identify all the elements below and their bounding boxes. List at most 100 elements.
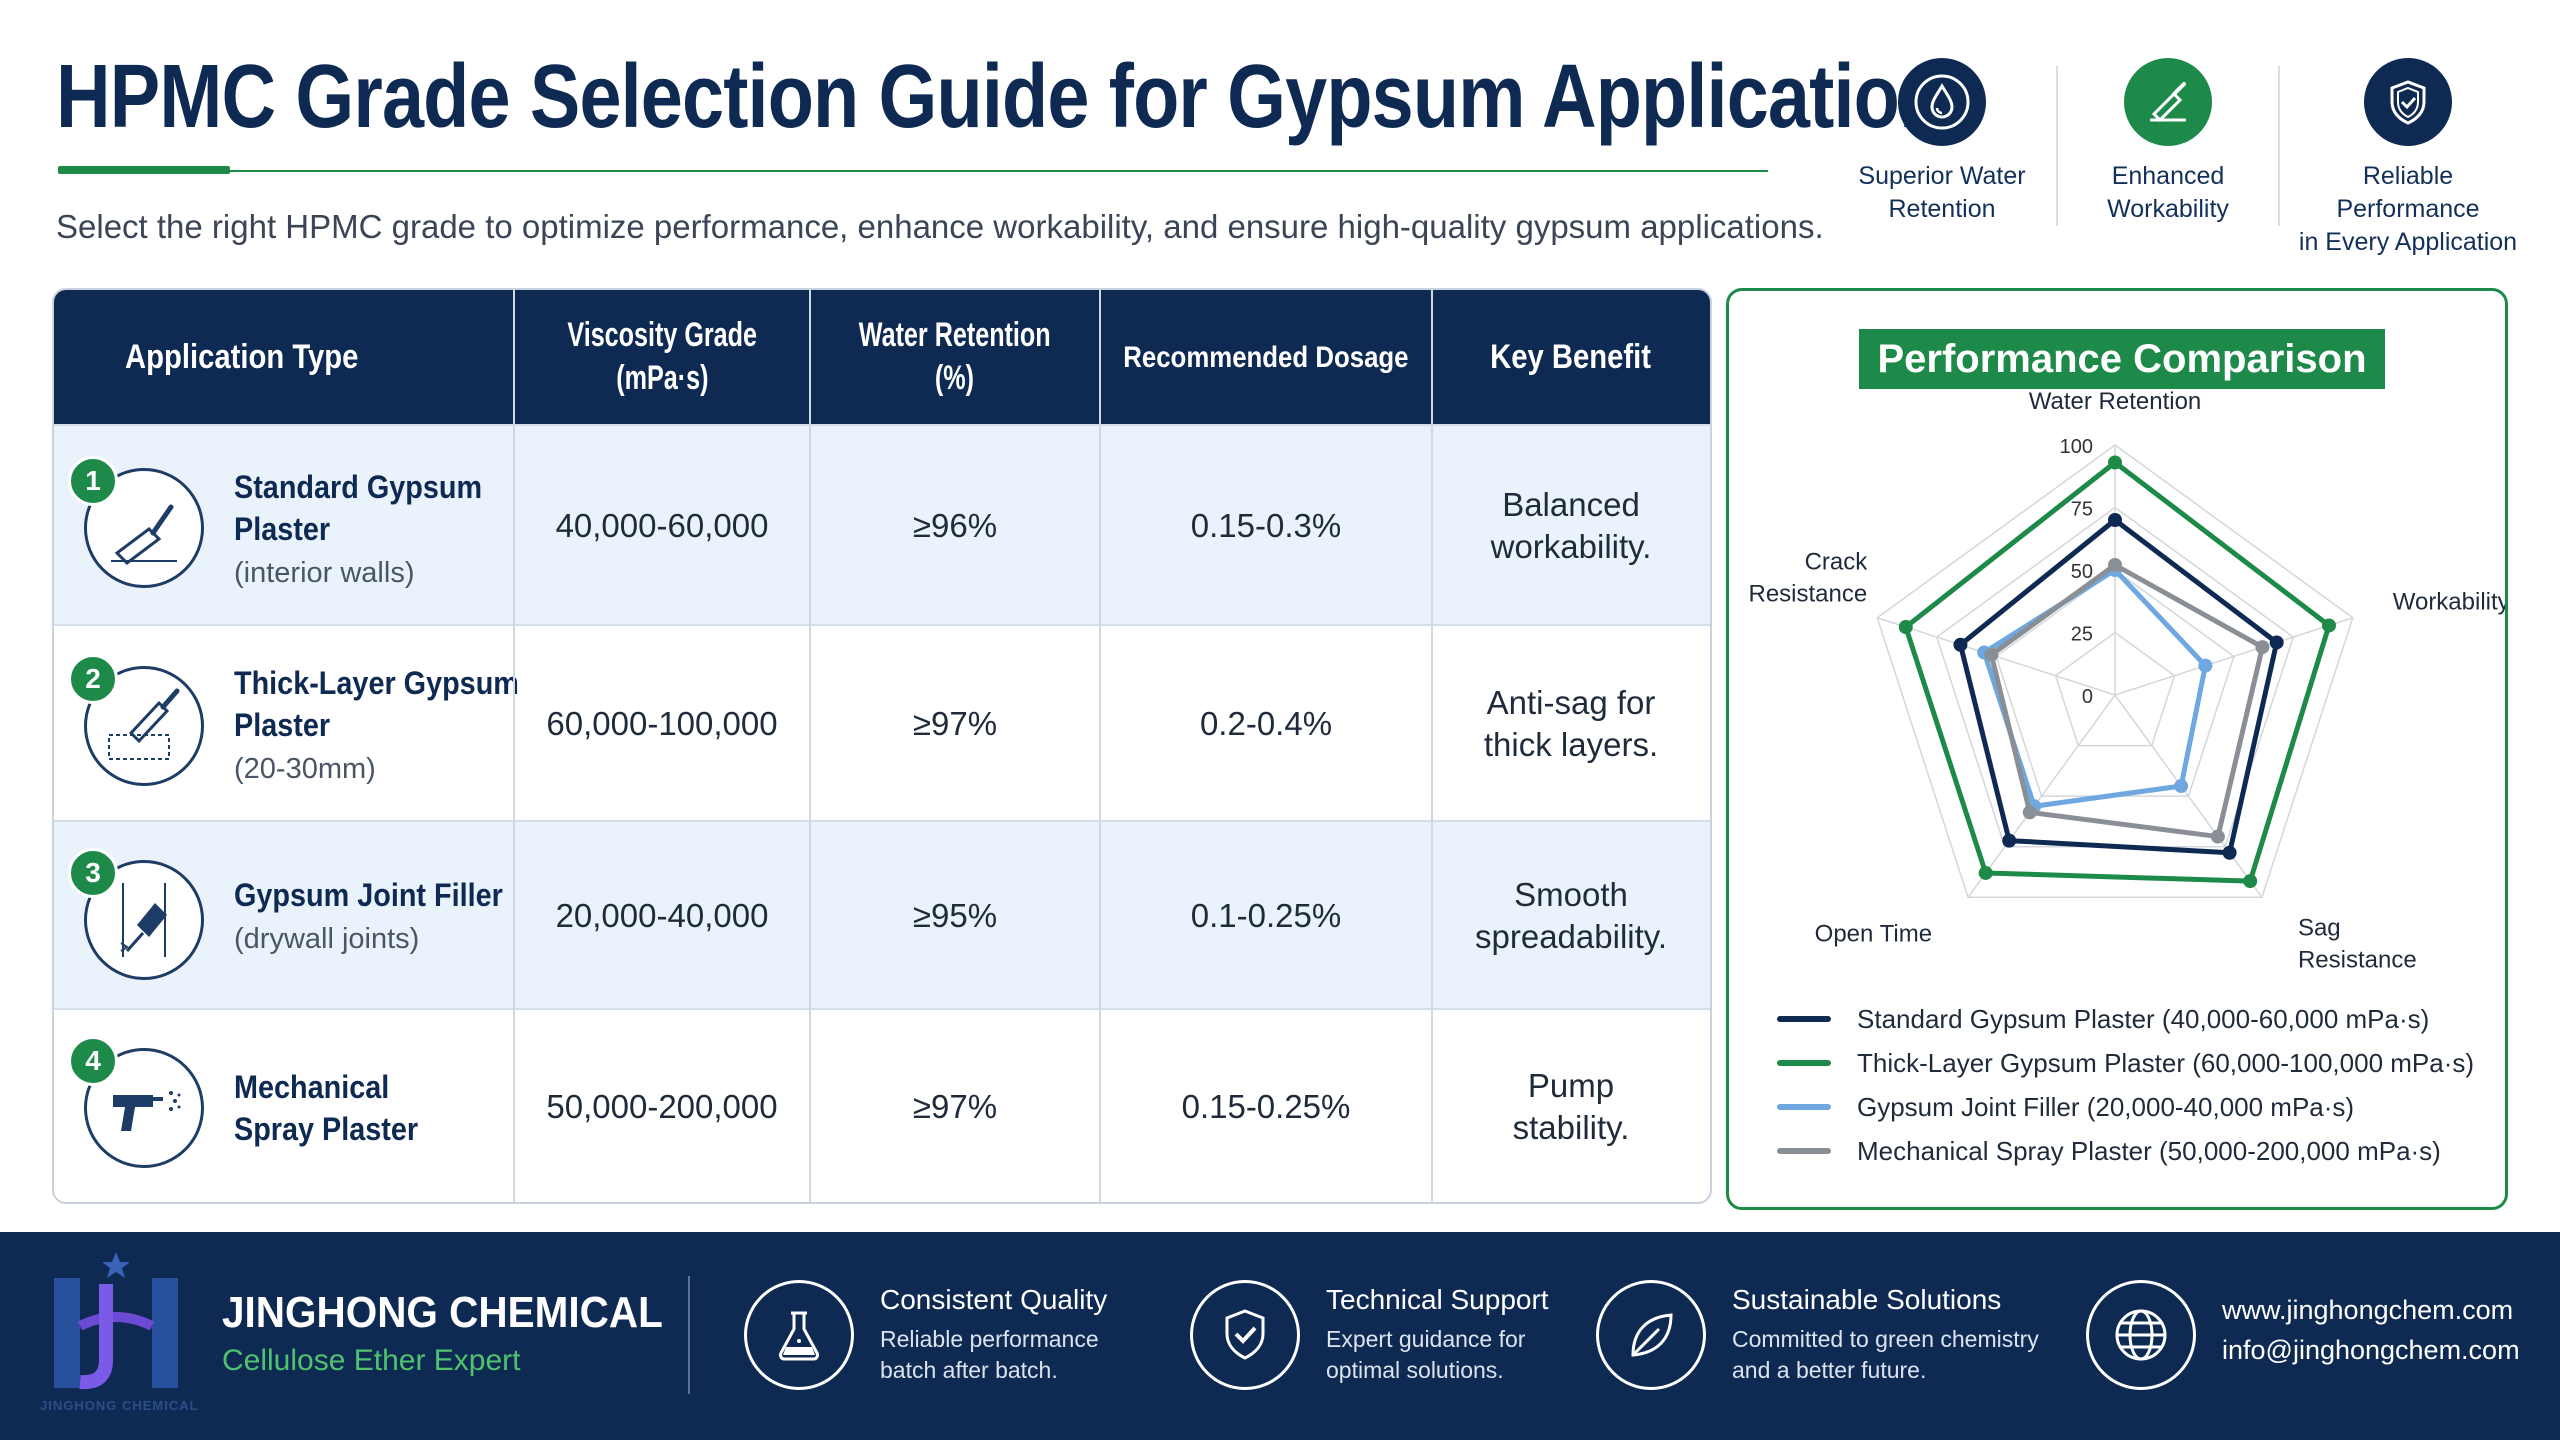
- legend-item: Thick-Layer Gypsum Plaster (60,000-100,0…: [1777, 1041, 2474, 1085]
- viscosity-cell: 50,000-200,000: [546, 1088, 778, 1125]
- viscosity-cell: 20,000-40,000: [555, 897, 769, 934]
- chart-legend: Standard Gypsum Plaster (40,000-60,000 m…: [1777, 997, 2474, 1173]
- header-application-type: Application Type: [54, 290, 514, 424]
- footer: JINGHONG CHEMICAL JINGHONG CHEMICAL Cell…: [0, 1232, 2560, 1440]
- water-drop-icon: [1898, 58, 1986, 146]
- title-divider-accent: [58, 166, 230, 174]
- legend-item: Standard Gypsum Plaster (40,000-60,000 m…: [1777, 997, 2474, 1041]
- email-link[interactable]: info@jinghongchem.com: [2222, 1335, 2520, 1365]
- column-divider: [1431, 290, 1433, 1202]
- application-name-line1: Mechanical: [234, 1069, 390, 1105]
- website-link[interactable]: www.jinghongchem.com: [2222, 1295, 2514, 1325]
- column-divider: [513, 290, 515, 1202]
- application-type-cell: Standard Gypsum Plaster (interior walls): [234, 466, 510, 594]
- legend-label: Mechanical Spray Plaster (50,000-200,000…: [1857, 1135, 2441, 1166]
- grade-selection-table: Application Type Viscosity Grade (mPa·s) …: [52, 288, 1712, 1204]
- radar-series-line: [1903, 460, 2332, 884]
- badge-water-retention: Superior Water Retention: [1822, 58, 2062, 226]
- feature-title: Sustainable Solutions: [1732, 1284, 2002, 1315]
- shield-check-icon: [1190, 1280, 1300, 1390]
- header-water-retention-line2: (%): [935, 359, 975, 397]
- radar-tick-label: 75: [2071, 499, 2093, 521]
- radar-chart: 0 25 50 75 100 Water Retention Workability Sag R…: [1749, 388, 2505, 973]
- radar-data-point: [1898, 620, 1913, 635]
- table-header: [54, 290, 1710, 424]
- radar-data-point: [2255, 640, 2270, 655]
- radar-axis-label-line: Sag: [2298, 914, 2341, 941]
- row-number-badge: 2: [68, 654, 118, 704]
- shield-check-icon: [2364, 58, 2452, 146]
- key-benefit-line1: Balanced: [1502, 486, 1640, 523]
- header-application-type-label: Application Type: [124, 337, 359, 376]
- application-name-line2: Spray Plaster: [234, 1111, 419, 1147]
- company-logo: [54, 1252, 178, 1390]
- key-benefit-line1: Anti-sag for: [1486, 684, 1656, 721]
- badge-label-line1: Reliable Performance: [2336, 162, 2480, 223]
- header-dosage: Recommended Dosage: [1100, 290, 1432, 424]
- legend-label: Gypsum Joint Filler (20,000-40,000 mPa·s…: [1857, 1091, 2355, 1122]
- radar-spoke: [2114, 617, 2353, 696]
- radar-axis-label: Crack Resistance: [1749, 549, 1869, 608]
- chart-title: Performance Comparison: [1859, 329, 2385, 389]
- key-benefit-line2: workability.: [1490, 528, 1652, 565]
- radar-tick-label: 25: [2071, 624, 2093, 646]
- badge-reliable-performance: Reliable Performance in Every Application: [2290, 58, 2526, 259]
- radar-data-point: [2222, 845, 2237, 860]
- legend-item: Mechanical Spray Plaster (50,000-200,000…: [1777, 1129, 2474, 1173]
- radar-tick-label: 50: [2071, 561, 2093, 583]
- legend-swatch: [1777, 1104, 1831, 1110]
- radar-axis-label: Workability: [2393, 589, 2505, 616]
- radar-axis-label: Open Time: [1815, 920, 1932, 947]
- brand-name: JINGHONG CHEMICAL: [222, 1288, 663, 1337]
- radar-spoke: [2114, 694, 2263, 898]
- table-row: 2 Thick-Layer Gypsum Plaster (20-30mm) 6…: [54, 624, 1710, 822]
- flask-icon: [744, 1280, 854, 1390]
- leaf-icon: [1596, 1280, 1706, 1390]
- radar-axis-label-line: Open Time: [1815, 920, 1932, 947]
- radar-series-line: [1981, 567, 2208, 809]
- header-water-retention: Water Retention (%): [810, 290, 1100, 424]
- feature-line2: optimal solutions.: [1326, 1357, 1504, 1383]
- key-benefit-cell: Balanced workability.: [1432, 426, 1710, 626]
- key-benefit-line1: Smooth: [1514, 876, 1628, 913]
- legend-swatch: [1777, 1148, 1831, 1154]
- feature-title: Technical Support: [1326, 1284, 1549, 1315]
- radar-data-point: [2108, 455, 2122, 470]
- radar-axis-label-line: Water Retention: [2029, 388, 2202, 415]
- title-divider: [58, 170, 1768, 172]
- radar-data-point: [2022, 805, 2037, 820]
- badge-label-line1: Enhanced: [2111, 162, 2225, 190]
- application-name-line2: Plaster: [234, 511, 331, 547]
- trowel-icon: [2124, 58, 2212, 146]
- radar-axis-label-line: Workability: [2393, 589, 2505, 616]
- radar-data-point: [2108, 513, 2122, 527]
- performance-chart-card: Performance Comparison 0 25 50 75 100 Water R…: [1726, 288, 2508, 1210]
- feature-line1: Committed to green chemistry: [1732, 1326, 2039, 1352]
- column-divider: [1099, 290, 1101, 1202]
- radar-data-point: [2269, 635, 2284, 650]
- radar-data-point: [2174, 779, 2189, 794]
- logo-caption: JINGHONG CHEMICAL: [40, 1398, 199, 1413]
- badge-label-line2: Retention: [1888, 195, 1996, 223]
- water-retention-cell: ≥97%: [912, 705, 998, 742]
- radar-data-point: [2243, 874, 2258, 889]
- key-benefit-line2: thick layers.: [1483, 726, 1659, 763]
- radar-data-point: [2002, 833, 2017, 848]
- header-key-benefit-label: Key Benefit: [1490, 337, 1652, 376]
- application-note: (drywall joints): [234, 923, 420, 955]
- header-viscosity: Viscosity Grade (mPa·s): [514, 290, 810, 424]
- header-key-benefit: Key Benefit: [1432, 290, 1710, 424]
- application-name-line2: Plaster: [234, 707, 331, 743]
- table-row: 3 Gypsum Joint Filler (drywall joints) 2…: [54, 820, 1710, 1010]
- key-benefit-cell: Pump stability.: [1432, 1010, 1710, 1202]
- radar-axis-label-line: Resistance: [2298, 946, 2417, 973]
- feature-line1: Expert guidance for: [1326, 1326, 1526, 1352]
- dosage-cell: 0.2-0.4%: [1199, 705, 1333, 742]
- table-row: 4 Mechanical Spray Plaster 50,000-200,00…: [54, 1008, 1710, 1202]
- page-subtitle: Select the right HPMC grade to optimize …: [56, 208, 1824, 245]
- footer-separator: [688, 1276, 690, 1394]
- badge-separator: [2278, 66, 2280, 226]
- key-benefit-line1: Pump: [1527, 1067, 1615, 1104]
- badge-label-line2: Workability: [2107, 195, 2229, 223]
- globe-icon: [2086, 1280, 2196, 1390]
